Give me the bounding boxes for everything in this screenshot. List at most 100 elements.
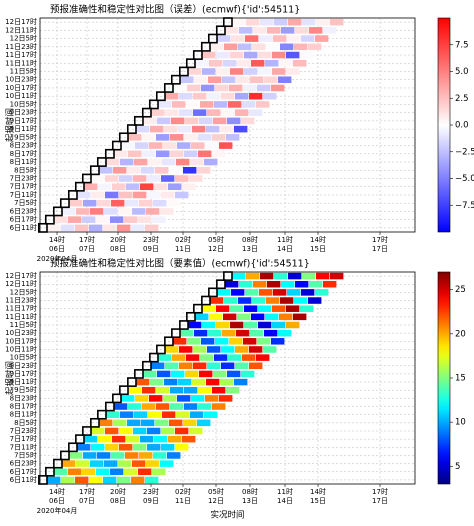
cell [239,27,253,34]
x-tick-label: 17时 [372,235,388,244]
cell [126,183,140,191]
cell [158,101,172,108]
cell [175,175,189,182]
y-tick-label: 10日5时 [10,99,37,108]
issue-box [179,320,189,330]
cell [315,35,329,42]
cell [229,338,243,345]
x-tick-label: 20时 [110,235,126,244]
cell [230,51,244,59]
cell [232,18,246,26]
cell [264,329,278,337]
cell [175,427,189,435]
cell [167,199,181,207]
y-tick-label: 7日17时 [10,434,37,443]
cell [278,76,292,84]
cell [234,378,248,386]
y-tick-label: 11日23时 [5,42,37,51]
y-tick-label: 12日11时 [5,25,37,34]
cell [239,280,253,288]
y-tick-label: 9日23时 [10,108,37,117]
cell [256,354,270,361]
cell [179,346,193,353]
cell [288,272,302,280]
x-note: 2020年04月 [37,506,78,515]
cell [105,191,119,199]
cell [265,59,279,67]
x-tick-date: 11日 [175,497,191,505]
cell [242,101,256,108]
cell [171,370,185,378]
cell [119,427,133,435]
x-tick-date: 14日 [277,245,293,253]
y-tick-label: 11日5时 [10,67,37,76]
cell [201,84,215,92]
cell [227,117,241,125]
cell [103,476,117,484]
issue-box [216,279,226,290]
cell [119,175,133,182]
cell [113,166,127,174]
cell [113,419,127,427]
cell [267,27,281,34]
y-tick-label: 11日17时 [5,50,37,59]
issue-box [111,140,122,151]
cell [165,92,179,100]
cell [117,476,131,484]
y-tick-label: 7日5时 [14,450,37,459]
cell [161,175,175,182]
cell [142,386,156,394]
cell [258,68,272,75]
cell [125,452,139,459]
cell [223,59,237,67]
cell [119,444,133,451]
cell [221,346,235,353]
cell [127,166,141,174]
cell [156,150,170,158]
cell [263,92,277,100]
cell [221,362,235,370]
cell [151,362,165,370]
cell [191,395,205,402]
cell [148,158,162,166]
cell [192,378,206,386]
cell [249,362,263,370]
x-tick-date: 11日 [175,245,191,253]
cell [300,51,314,59]
cell [249,92,263,100]
cell [258,305,272,312]
cell [223,313,237,321]
cell [215,84,229,92]
cell [154,435,168,443]
y-tick-label: 9日17时 [10,369,37,378]
cell [252,297,266,304]
cell [214,354,228,361]
issue-box [201,295,211,306]
cell [201,338,215,345]
cell [287,289,301,296]
x-tick-date: 08日 [110,245,126,253]
issue-box [171,328,181,339]
cell [47,476,61,484]
cell [160,460,174,467]
cell [169,166,183,174]
cell [216,305,230,312]
cell [180,329,194,337]
issue-box [105,401,115,412]
cell [62,460,76,467]
cell [236,76,250,84]
cell [253,27,267,34]
cell [69,452,83,459]
cell [212,150,226,158]
cell [190,158,204,166]
cell [216,51,230,59]
cell [75,476,89,484]
cell [126,435,140,443]
chart-title: 预报准确性和稳定性对比图（误差）(ecmwf){'id':54511} [50,4,300,16]
y-tick-label: 11日23时 [5,296,37,305]
cell [157,117,171,125]
cell [245,289,259,296]
cell [182,435,196,443]
cell [178,378,192,386]
x-tick-date: 07日 [79,245,95,253]
